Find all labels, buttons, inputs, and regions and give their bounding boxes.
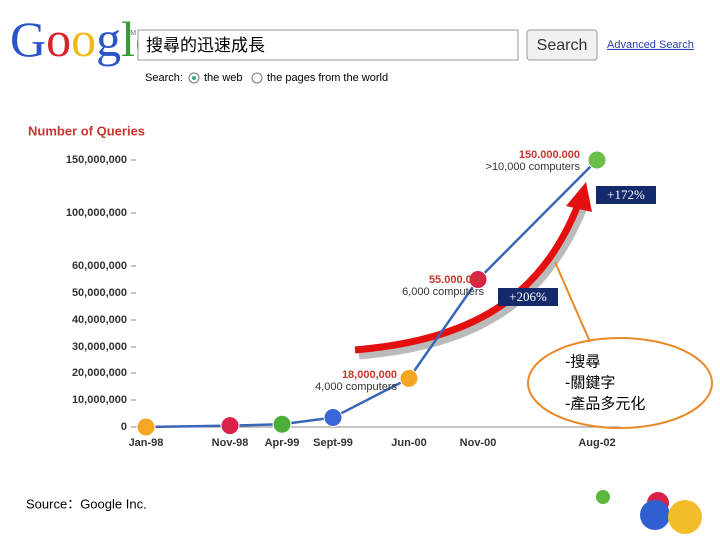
callout-line: -產品多元化 — [565, 395, 645, 413]
y-tick-label: 150,000,000 — [66, 154, 127, 166]
radio-label: the pages from the world — [267, 72, 388, 84]
annotation-note: 4,000 computers — [315, 381, 397, 393]
data-point — [136, 417, 156, 437]
y-tick-label: 60,000,000 — [72, 260, 127, 272]
data-point — [323, 408, 343, 428]
radio-label: the web — [204, 72, 243, 84]
search-input[interactable] — [137, 29, 519, 61]
growth-label: +172% — [607, 187, 645, 202]
search-query: 搜尋的迅速成長 — [146, 36, 265, 56]
data-point — [468, 270, 488, 289]
decor-ball — [596, 490, 610, 504]
y-tick-label: 40,000,000 — [72, 314, 127, 326]
annotation-note: >10,000 computers — [486, 161, 581, 173]
decor-ball — [668, 500, 702, 534]
source: Source：Google Inc. — [26, 496, 147, 511]
y-tick-label: 0 — [121, 421, 127, 433]
x-tick-label: Apr-99 — [265, 437, 300, 449]
callout-line: -搜尋 — [565, 353, 600, 371]
search-button[interactable] — [526, 29, 598, 61]
trademark: TM — [126, 30, 136, 37]
advanced-link[interactable]: Advanced Search — [607, 39, 694, 51]
growth-arrow — [354, 203, 582, 354]
annotation-value: 55.000.000 — [429, 274, 484, 286]
radio[interactable] — [251, 72, 263, 84]
data-point — [399, 368, 419, 388]
search-button-label: Search — [537, 37, 588, 54]
callout-line: -關鍵字 — [565, 374, 615, 392]
arrow-shadow — [358, 203, 589, 360]
growth-label: +206% — [509, 289, 547, 304]
x-tick-label: Jun-00 — [391, 437, 426, 449]
y-tick-label: 10,000,000 — [72, 394, 127, 406]
y-tick-label: 20,000,000 — [72, 367, 127, 379]
logo: Google — [10, 11, 157, 67]
radio-dot — [192, 76, 196, 80]
growth-box — [498, 288, 558, 306]
annotation-note: 6,000 computers — [402, 286, 484, 298]
decor-ball — [640, 500, 670, 530]
x-tick-label: Aug-02 — [578, 437, 615, 449]
y-tick-label: 50,000,000 — [72, 287, 127, 299]
y-tick-label: 30,000,000 — [72, 341, 127, 353]
annotation-value: 18,000,000 — [342, 369, 397, 381]
annotation-value: 150.000.000 — [519, 149, 580, 161]
search-label: Search: — [145, 72, 183, 84]
growth-box — [596, 186, 656, 204]
arrow-head — [566, 182, 592, 212]
data-point — [587, 150, 607, 170]
x-tick-label: Sept-99 — [313, 437, 353, 449]
data-point — [272, 414, 292, 434]
x-tick-label: Jan-98 — [129, 437, 164, 449]
x-tick-label: Nov-00 — [460, 437, 497, 449]
callout-ellipse — [527, 337, 713, 429]
data-point — [220, 416, 240, 436]
chart-title: Number of Queries — [28, 123, 145, 138]
callout-pointer — [554, 261, 591, 343]
x-tick-label: Nov-98 — [212, 437, 249, 449]
y-tick-label: 100,000,000 — [66, 207, 127, 219]
